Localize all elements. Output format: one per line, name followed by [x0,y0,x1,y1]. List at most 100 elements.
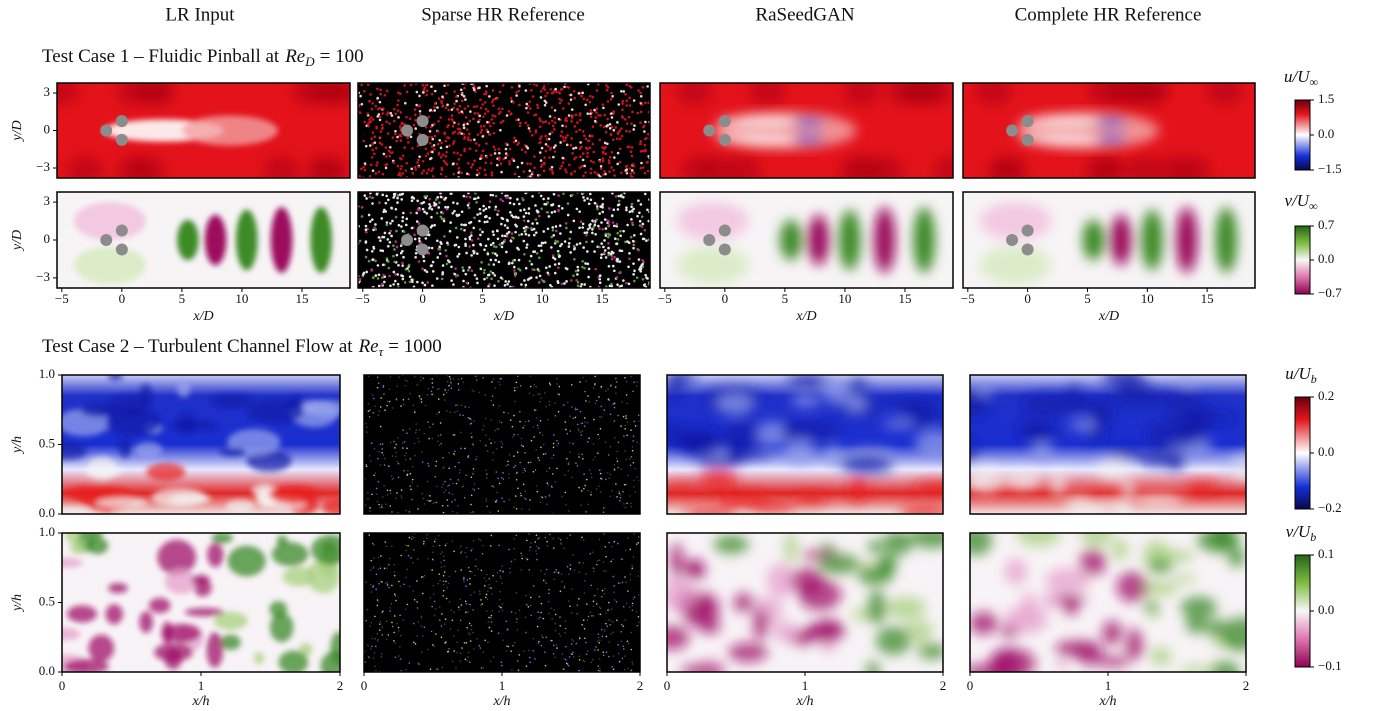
colorbar-label-main: u/U [1285,364,1312,383]
sparse-dot [608,477,610,479]
blob [119,438,131,457]
sparse-dot [643,130,646,133]
sparse-dot [439,606,441,608]
sparse-dot [559,625,561,627]
sparse-dot [443,555,445,557]
sparse-dot [607,86,610,89]
sparse-dot [391,220,394,223]
sparse-dot [408,398,410,400]
sparse-dot [601,157,604,160]
sparse-dot [596,400,598,402]
sparse-dot [458,462,460,464]
sparse-dot [510,97,513,100]
sparse-dot [404,455,406,457]
sparse-dot [541,397,543,399]
sparse-dot [486,594,488,596]
sparse-dot [600,253,603,256]
sparse-dot [454,267,457,270]
sparse-dot [618,200,621,203]
streak [1022,117,1106,125]
sparse-dot [513,548,515,550]
sparse-dot [468,406,470,408]
sparse-dot [545,453,547,455]
sparse-dot [500,384,502,386]
sparse-dot [493,656,495,658]
sparse-dot [632,262,635,265]
sparse-dot [549,133,552,136]
sparse-dot [453,551,455,553]
sparse-dot [610,133,613,136]
sparse-dot [596,89,599,92]
blob [866,662,880,679]
sparse-dot [381,194,384,197]
sparse-dot [554,263,557,266]
x-axis-label: x/D [795,309,816,324]
sparse-dot [395,456,397,458]
sparse-dot [449,576,451,578]
blob [283,567,316,587]
column-header: Complete HR Reference [1015,4,1202,25]
sparse-dot [606,118,609,121]
cylinder [1022,225,1034,237]
sparse-dot [600,165,603,168]
field-image [656,370,966,521]
sparse-dot [599,559,601,561]
sparse-dot [438,435,440,437]
sparse-dot [561,581,563,583]
sparse-dot [502,84,505,87]
sparse-dot [632,244,635,247]
sparse-dot [525,267,528,270]
sparse-dot [395,443,397,445]
sparse-dot [453,102,456,105]
sparse-dot [611,666,613,668]
sparse-dot [573,97,576,100]
sparse-dot [482,209,485,212]
sparse-dot [592,659,594,661]
sparse-dot [471,494,473,496]
sparse-dot [507,461,509,463]
sparse-dot [599,639,601,641]
sparse-dot [492,610,494,612]
sparse-dot [494,115,497,118]
sparse-dot [616,232,619,235]
sparse-dot [409,275,412,278]
sparse-dot [466,128,469,131]
sparse-dot [397,437,399,439]
sparse-dot [411,536,413,538]
sparse-dot [489,511,491,513]
x-tick-label: 10 [235,291,248,306]
sparse-dot [389,558,391,560]
sparse-dot [551,92,554,95]
sparse-dot [631,111,634,114]
sparse-dot [528,170,531,173]
sparse-dot [373,544,375,546]
sparse-dot [395,497,397,499]
sparse-dot [487,599,489,601]
sparse-dot [546,569,548,571]
sparse-dot [461,99,464,102]
sparse-dot [602,173,605,176]
sparse-dot [461,551,463,553]
sparse-dot [453,151,456,154]
sparse-dot [396,136,399,139]
sparse-dot [584,580,586,582]
blob [1178,376,1198,386]
sparse-dot [411,147,414,150]
sparse-dot [579,381,581,383]
sparse-dot [600,428,602,430]
sparse-dot [448,144,451,147]
sparse-dot [465,252,468,255]
sparse-dot [555,630,557,632]
sparse-dot [394,447,396,449]
sparse-dot [516,618,518,620]
sparse-dot [539,120,542,123]
blob [825,446,843,467]
sparse-dot [432,502,434,504]
sparse-dot [484,174,487,177]
sparse-dot [396,197,399,200]
sparse-dot [459,469,461,471]
sparse-dot [571,407,573,409]
sparse-dot [559,141,562,144]
sparse-dot [544,95,547,98]
sparse-dot [490,442,492,444]
